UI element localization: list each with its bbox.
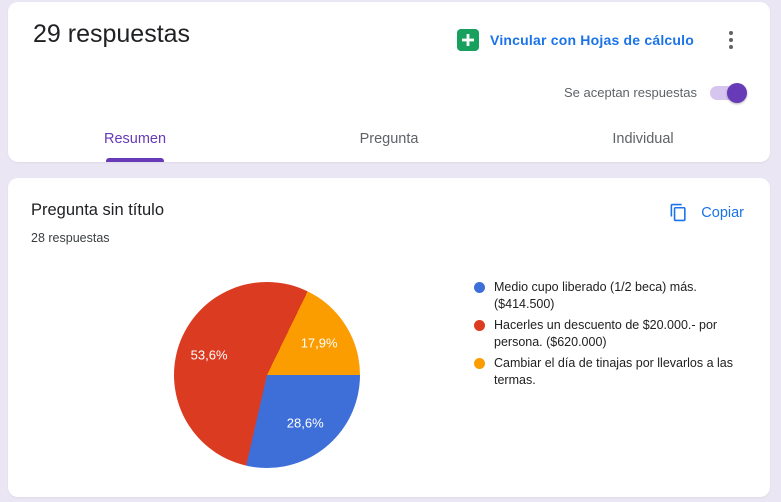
accepting-responses-label: Se aceptan respuestas	[564, 85, 697, 100]
google-sheets-icon	[457, 29, 480, 51]
copy-icon	[669, 203, 688, 222]
active-tab-indicator	[106, 158, 164, 162]
toggle-knob	[727, 82, 747, 103]
legend-color-dot	[474, 320, 485, 331]
question-title: Pregunta sin título	[31, 201, 164, 219]
link-to-sheets-button[interactable]: Vincular con Hojas de cálculo	[457, 29, 694, 51]
tab-pregunta[interactable]: Pregunta	[359, 131, 419, 147]
pie-slice-label: 28,6%	[286, 415, 324, 431]
legend-item: Cambiar el día de tinajas por llevarlos …	[474, 355, 746, 389]
legend-item: Hacerles un descuento de $20.000.- por p…	[474, 317, 746, 351]
copy-label: Copiar	[701, 204, 744, 221]
responses-header-card: 29 respuestas Vincular con Hojas de cálc…	[8, 2, 770, 162]
pie-chart: 28,6% 53,6% 17,9%	[174, 282, 360, 468]
legend-item: Medio cupo liberado (1/2 beca) más. ($41…	[474, 279, 746, 313]
tab-individual[interactable]: Individual	[612, 131, 674, 147]
link-to-sheets-label: Vincular con Hojas de cálculo	[490, 32, 694, 48]
chart-legend: Medio cupo liberado (1/2 beca) más. ($41…	[474, 279, 746, 393]
question-response-count: 28 respuestas	[31, 231, 110, 245]
pie-slice-label: 17,9%	[300, 335, 338, 351]
kebab-menu-icon	[729, 31, 733, 35]
header-actions: Vincular con Hojas de cálculo	[457, 29, 740, 51]
tab-bar: Resumen Pregunta Individual	[8, 116, 770, 162]
responses-count-title: 29 respuestas	[33, 20, 191, 48]
accepting-responses-row: Se aceptan respuestas	[564, 82, 747, 103]
accepting-responses-toggle[interactable]	[710, 82, 747, 103]
legend-color-dot	[474, 282, 485, 293]
tab-resumen[interactable]: Resumen	[8, 116, 262, 162]
more-options-button[interactable]	[722, 29, 740, 51]
legend-color-dot	[474, 358, 485, 369]
pie-slice-label: 53,6%	[190, 347, 228, 363]
question-card: Pregunta sin título 28 respuestas Copiar…	[8, 178, 770, 497]
copy-button[interactable]: Copiar	[669, 203, 744, 222]
